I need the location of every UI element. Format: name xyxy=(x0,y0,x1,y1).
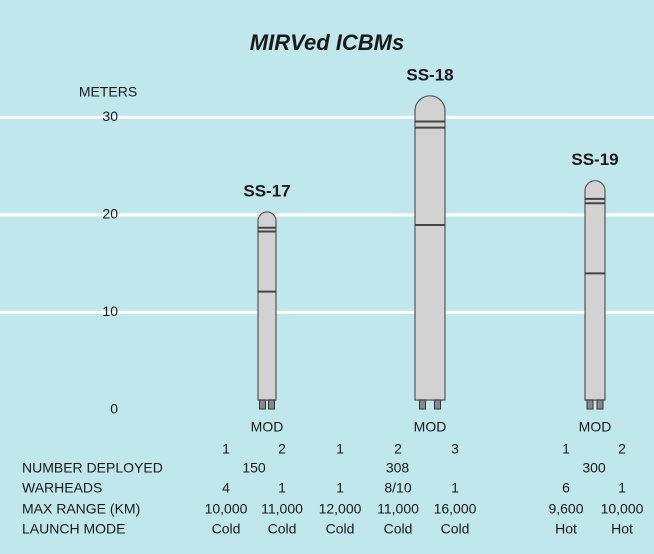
grid xyxy=(0,117,654,312)
mod-number: 2 xyxy=(394,441,402,457)
max-range: 10,000 xyxy=(601,501,644,517)
missile xyxy=(585,181,605,400)
max-range: 11,000 xyxy=(377,501,419,517)
nozzle xyxy=(420,400,426,409)
launch-mode: Hot xyxy=(555,521,577,537)
launch-mode: Cold xyxy=(441,521,470,537)
warheads: 1 xyxy=(618,480,626,496)
max-range: 9,600 xyxy=(548,501,583,517)
missile xyxy=(258,212,276,400)
y-tick-label: 0 xyxy=(110,401,118,417)
missile xyxy=(415,96,445,400)
mod-label: MOD xyxy=(414,419,447,435)
row-label: NUMBER DEPLOYED xyxy=(22,460,163,476)
max-range: 12,000 xyxy=(319,501,362,517)
max-range: 16,000 xyxy=(434,501,477,517)
y-tick-label: 30 xyxy=(102,108,118,124)
mod-label: MOD xyxy=(579,419,612,435)
number-deployed: 308 xyxy=(386,460,410,476)
launch-mode: Hot xyxy=(611,521,633,537)
warheads: 1 xyxy=(451,480,459,496)
row-label: LAUNCH MODE xyxy=(22,521,125,537)
max-range: 10,000 xyxy=(205,501,248,517)
missile-label: SS-19 xyxy=(571,150,618,169)
nozzle xyxy=(597,400,603,409)
nozzle xyxy=(587,400,593,409)
missile-label: SS-18 xyxy=(406,65,453,84)
row-label: WARHEADS xyxy=(22,480,102,496)
mod-number: 1 xyxy=(562,441,570,457)
warheads: 4 xyxy=(222,480,230,496)
y-tick-label: 10 xyxy=(102,303,118,319)
launch-mode: Cold xyxy=(268,521,297,537)
warheads: 1 xyxy=(278,480,286,496)
warheads: 6 xyxy=(562,480,570,496)
warheads: 8/10 xyxy=(384,480,411,496)
row-label: MAX RANGE (KM) xyxy=(22,501,140,517)
max-range: 11,000 xyxy=(261,501,303,517)
launch-mode: Cold xyxy=(212,521,241,537)
nozzle xyxy=(260,400,266,409)
y-axis-label: METERS xyxy=(79,84,137,100)
chart-title: MIRVed ICBMs xyxy=(250,30,404,55)
launch-mode: Cold xyxy=(384,521,413,537)
missile-label: SS-17 xyxy=(243,181,290,200)
nozzle xyxy=(269,400,275,409)
y-tick-label: 20 xyxy=(102,206,118,222)
mod-label: MOD xyxy=(251,419,284,435)
nozzle xyxy=(435,400,441,409)
number-deployed: 300 xyxy=(582,460,606,476)
mod-number: 1 xyxy=(222,441,230,457)
warheads: 1 xyxy=(336,480,344,496)
mod-number: 1 xyxy=(336,441,344,457)
mod-number: 3 xyxy=(451,441,459,457)
mod-number: 2 xyxy=(618,441,626,457)
chart: MIRVed ICBMs METERS 0 10 20 30 SS-17 MOD 150 1 4… xyxy=(0,0,654,554)
launch-mode: Cold xyxy=(326,521,355,537)
number-deployed: 150 xyxy=(242,460,266,476)
mod-number: 2 xyxy=(278,441,286,457)
